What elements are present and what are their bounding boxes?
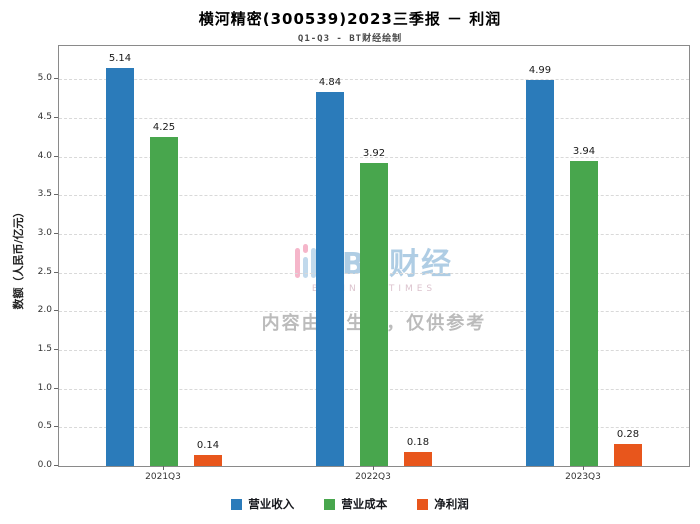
bar-营业成本-2023Q3 [570,161,598,466]
y-tick-label: 0.0 [37,460,52,470]
y-tick-mark [54,232,58,234]
bar-value-label: 4.84 [318,76,342,88]
x-tick-mark [583,466,584,470]
bar-value-label: 4.25 [152,122,176,134]
y-tick-label: 3.5 [37,189,52,200]
y-tick-mark [54,155,58,157]
chart-title: 横河精密(300539)2023三季报 － 利润 [198,10,502,28]
y-tick-label: 1.5 [37,343,52,354]
bar-value-label: 3.94 [572,146,596,158]
bar-value-label: 0.14 [196,440,220,452]
bar-value-label: 5.14 [108,53,132,65]
y-tick-label: 5.0 [37,73,52,84]
plot-area: BT财经 BUSINESSTIMES 内容由AI生成，仅供参考 5.144.25… [58,45,690,467]
legend-label: 营业成本 [341,497,388,511]
y-tick-label: 4.5 [37,111,52,122]
legend: 营业收入 营业成本 净利润 [0,496,700,512]
x-tick-label: 2022Q3 [355,472,391,482]
y-tick-label: 1.0 [37,382,52,393]
y-tick-label: 2.0 [37,305,52,316]
y-tick-label: 2.5 [37,266,52,277]
bar-营业收入-2022Q3 [316,91,344,466]
y-tick-mark [54,426,58,428]
legend-item-营业收入: 营业收入 [231,496,294,512]
y-tick-mark [54,465,58,466]
x-tick-mark [163,466,164,470]
bar-value-label: 3.92 [362,147,386,159]
legend-label: 营业收入 [248,497,295,511]
bar-营业成本-2021Q3 [150,137,178,466]
bar-value-label: 0.18 [406,437,430,449]
y-tick-mark [54,310,58,312]
bar-营业收入-2021Q3 [106,68,134,466]
bar-净利润-2023Q3 [614,444,642,466]
y-tick-label: 0.5 [37,421,52,432]
y-tick-mark [54,348,58,350]
bar-value-label: 4.99 [528,65,552,77]
bar-value-label: 0.28 [616,429,640,441]
y-tick-label: 4.0 [37,150,52,161]
legend-swatch [231,498,243,510]
y-tick-mark [54,116,58,118]
gridline [59,117,689,119]
x-tick-mark [373,466,374,470]
y-tick-mark [54,78,58,80]
y-tick-mark [54,387,58,389]
watermark-brand: BT财经 [341,247,454,282]
chart-subtitle: Q1-Q3 - BT财经绘制 [297,34,403,44]
y-axis-label: 数额（人民币/亿元） [12,206,25,310]
gridline [59,156,689,158]
legend-item-净利润: 净利润 [417,496,469,512]
legend-item-营业成本: 营业成本 [324,496,387,512]
gridline [59,79,689,81]
bar-营业收入-2023Q3 [526,80,554,466]
bar-净利润-2022Q3 [404,452,432,466]
x-tick-label: 2021Q3 [145,472,181,482]
legend-swatch [417,498,429,510]
legend-swatch [324,498,336,510]
y-tick-mark [54,271,58,273]
x-tick-label: 2023Q3 [565,472,601,482]
bar-净利润-2021Q3 [194,455,222,466]
y-tick-mark [54,194,58,196]
y-tick-label: 3.0 [37,227,52,238]
bar-营业成本-2022Q3 [360,162,388,466]
legend-label: 净利润 [434,497,469,511]
